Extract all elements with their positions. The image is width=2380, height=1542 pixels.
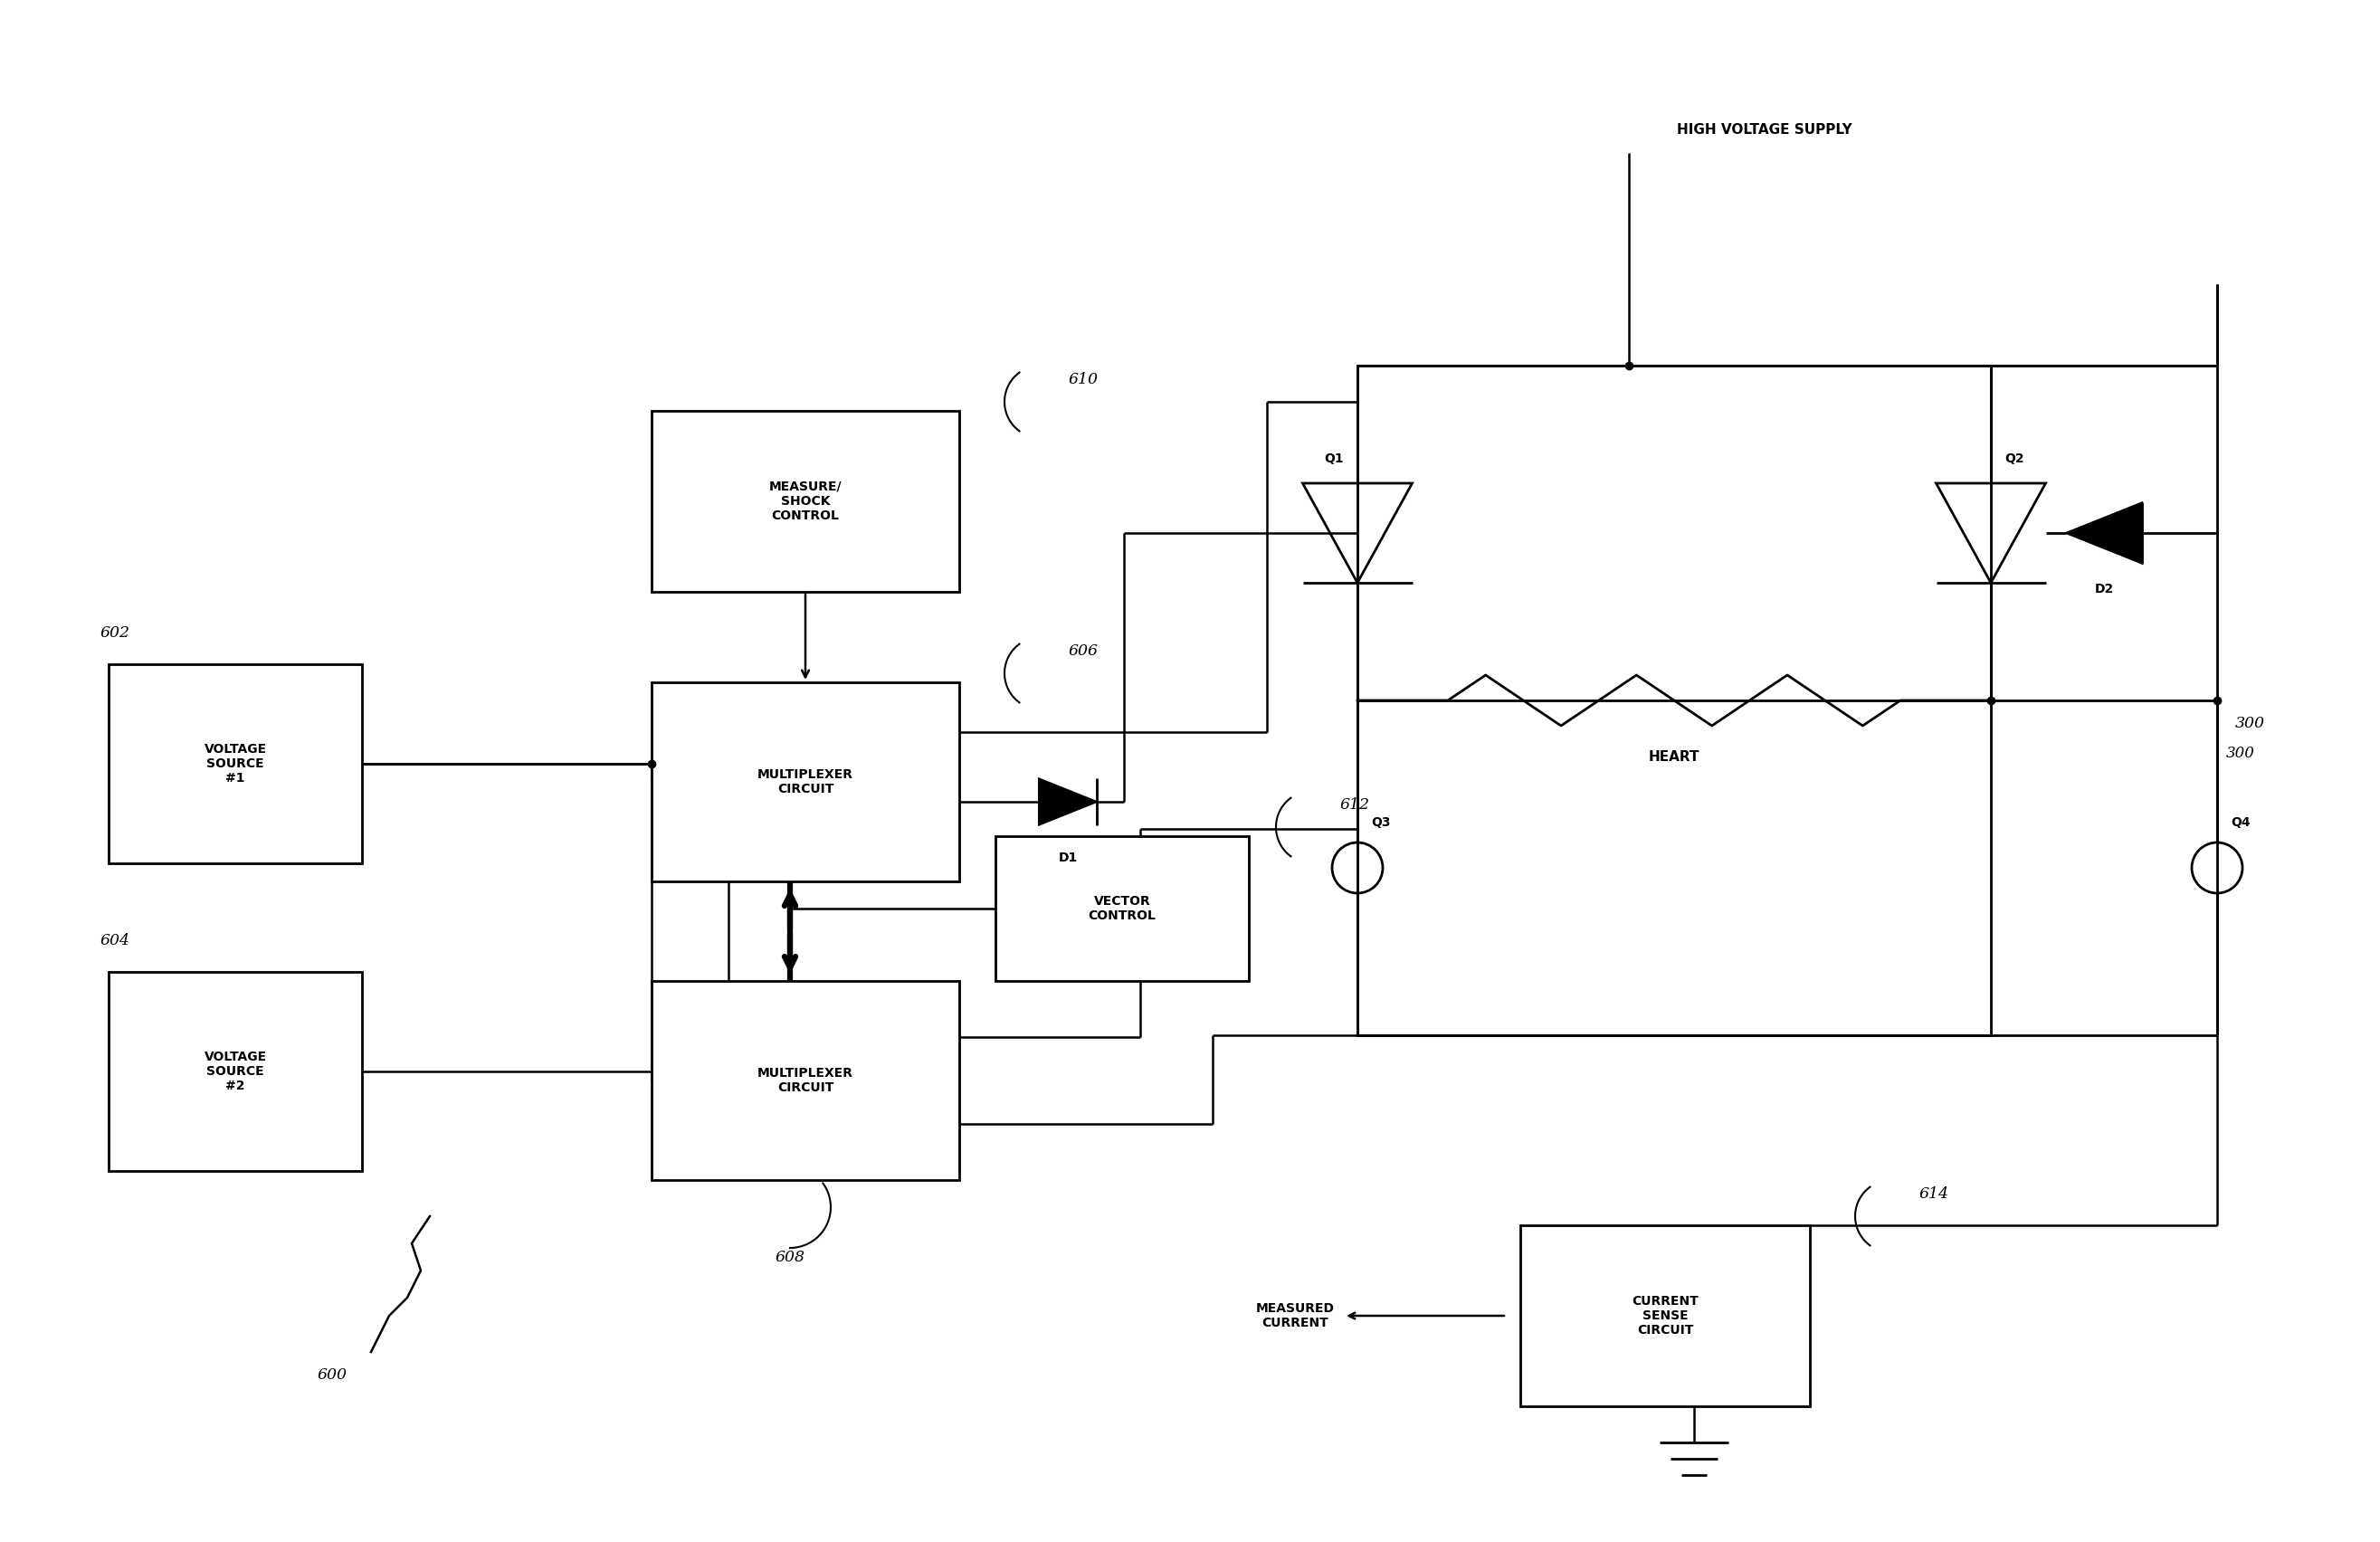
FancyBboxPatch shape	[995, 836, 1250, 981]
FancyBboxPatch shape	[652, 682, 959, 882]
FancyBboxPatch shape	[109, 971, 362, 1170]
FancyBboxPatch shape	[109, 665, 362, 864]
FancyBboxPatch shape	[652, 981, 959, 1180]
Text: Q1: Q1	[1323, 452, 1345, 466]
Polygon shape	[2066, 503, 2142, 563]
FancyBboxPatch shape	[1357, 365, 1992, 1035]
Text: 600: 600	[317, 1368, 347, 1383]
Text: 604: 604	[100, 933, 129, 948]
Text: MEASURE/
SHOCK
CONTROL: MEASURE/ SHOCK CONTROL	[769, 481, 843, 523]
Text: VOLTAGE
SOURCE
#2: VOLTAGE SOURCE #2	[205, 1050, 267, 1092]
Text: 612: 612	[1340, 797, 1368, 813]
Text: VECTOR
CONTROL: VECTOR CONTROL	[1088, 894, 1157, 922]
Text: D1: D1	[1059, 851, 1078, 864]
Text: 606: 606	[1069, 643, 1097, 658]
Polygon shape	[1040, 779, 1097, 825]
Text: MEASURED
CURRENT: MEASURED CURRENT	[1257, 1301, 1335, 1329]
Text: MULTIPLEXER
CIRCUIT: MULTIPLEXER CIRCUIT	[757, 1067, 854, 1095]
FancyBboxPatch shape	[652, 410, 959, 592]
Text: 602: 602	[100, 626, 129, 640]
Text: VOLTAGE
SOURCE
#1: VOLTAGE SOURCE #1	[205, 743, 267, 785]
Text: 300: 300	[2225, 746, 2254, 762]
Text: 608: 608	[774, 1249, 804, 1264]
Text: 614: 614	[1918, 1186, 1949, 1201]
Text: MULTIPLEXER
CIRCUIT: MULTIPLEXER CIRCUIT	[757, 768, 854, 796]
Text: CURRENT
SENSE
CIRCUIT: CURRENT SENSE CIRCUIT	[1633, 1295, 1699, 1337]
Text: HIGH VOLTAGE SUPPLY: HIGH VOLTAGE SUPPLY	[1678, 123, 1852, 137]
Text: D2: D2	[2094, 583, 2113, 595]
FancyBboxPatch shape	[1521, 1226, 1809, 1406]
Text: 610: 610	[1069, 372, 1097, 387]
Text: Q3: Q3	[1371, 816, 1390, 830]
Text: 300: 300	[2235, 715, 2266, 731]
Text: Q2: Q2	[2004, 452, 2023, 466]
Text: HEART: HEART	[1649, 751, 1699, 763]
Text: Q4: Q4	[2230, 816, 2249, 830]
